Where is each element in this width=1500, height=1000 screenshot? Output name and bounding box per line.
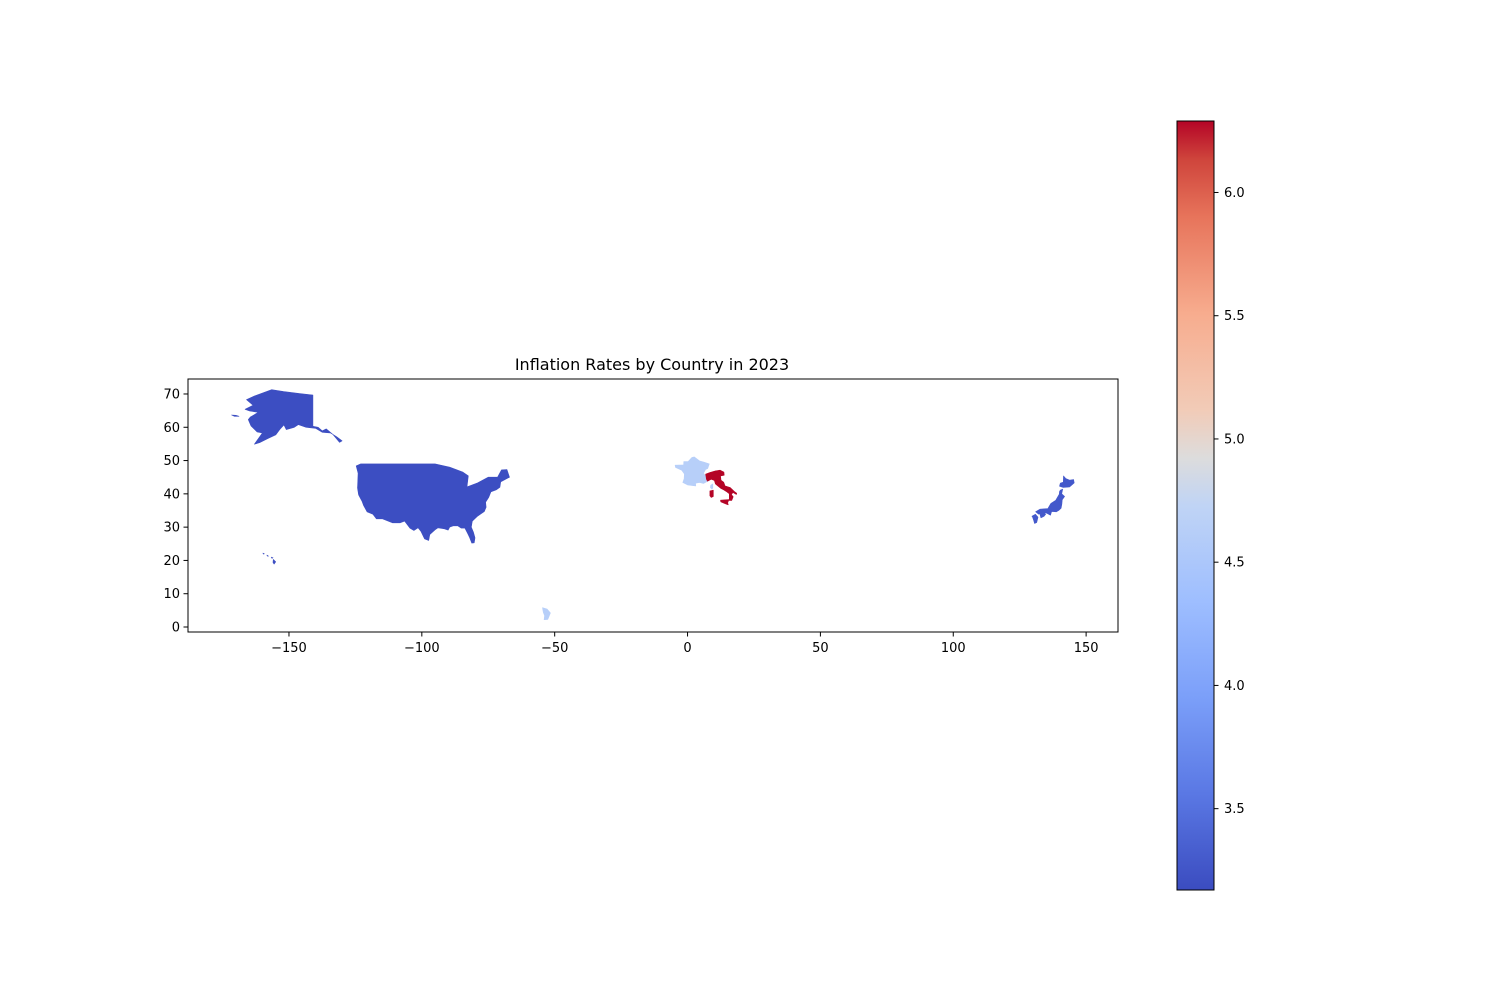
map-axes: −150 −100 −50 0 50 100 150 0 10 20 30 40 50 60 70 [163, 378, 1119, 656]
x-tick-label: 150 [1074, 641, 1099, 656]
y-tick-label: 50 [163, 454, 180, 469]
colorbar-gradient [1177, 121, 1214, 890]
colorbar-tick-label: 4.0 [1224, 679, 1245, 694]
region-france [542, 456, 714, 620]
y-tick-label: 70 [163, 387, 180, 402]
x-tick-label: 100 [941, 641, 966, 656]
x-tick-label: −50 [541, 641, 568, 656]
colorbar-frame [1176, 120, 1215, 891]
x-tick-label: 50 [812, 641, 829, 656]
colorbar-tick-label: 6.0 [1224, 186, 1245, 201]
colorbar: 3.5 4.0 4.5 5.0 5.5 6.0 [1176, 120, 1245, 891]
y-tick-label: 40 [163, 487, 180, 502]
region-japan [1031, 475, 1075, 524]
y-tick-label: 0 [172, 621, 180, 636]
chart-title: Inflation Rates by Country in 2023 [515, 355, 789, 374]
region-usa [231, 389, 510, 565]
x-tick-label: −150 [271, 641, 307, 656]
colorbar-tick-label: 4.5 [1224, 556, 1245, 571]
colorbar-tick-label: 3.5 [1224, 802, 1245, 817]
x-tick-label: −100 [404, 641, 440, 656]
y-tick-label: 10 [163, 587, 180, 602]
y-tick-label: 20 [163, 554, 180, 569]
region-italy [705, 469, 737, 506]
y-tick-label: 60 [163, 421, 180, 436]
colorbar-tick-label: 5.5 [1224, 309, 1245, 324]
y-axis: 0 10 20 30 40 50 60 70 [163, 387, 188, 636]
x-tick-label: 0 [683, 641, 691, 656]
regions-layer [231, 389, 1075, 620]
x-axis: −150 −100 −50 0 50 100 150 [271, 632, 1099, 656]
colorbar-ticks: 3.5 4.0 4.5 5.0 5.5 6.0 [1214, 186, 1245, 817]
plot-frame [187, 378, 1119, 633]
colorbar-tick-label: 5.0 [1224, 432, 1245, 447]
y-tick-label: 30 [163, 521, 180, 536]
